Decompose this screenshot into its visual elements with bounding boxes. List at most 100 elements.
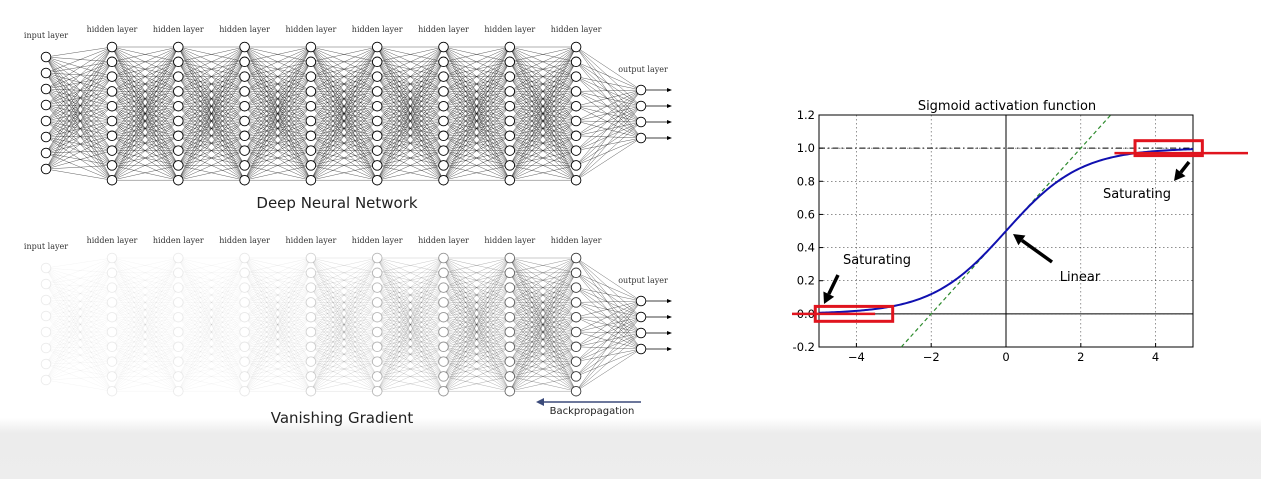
deep-neural-network-diagram: input layer hidden layer hidden layer hidde… — [24, 25, 672, 186]
network-node — [173, 252, 184, 264]
network-node — [173, 115, 184, 127]
network-node — [106, 174, 118, 186]
network-node — [504, 297, 516, 308]
y-tick-label: 0.6 — [797, 207, 815, 221]
x-tick-label: 0 — [1002, 350, 1009, 364]
network-edges — [45, 46, 672, 181]
x-tick-label: −2 — [923, 350, 940, 364]
network-node — [438, 130, 449, 142]
network-node — [305, 282, 317, 293]
network-node — [173, 297, 184, 308]
input-layer-label: input layer — [24, 31, 68, 40]
network-node — [371, 130, 383, 142]
network-node — [504, 311, 516, 323]
network-node — [40, 278, 52, 290]
network-node — [40, 99, 52, 111]
network-node — [438, 100, 449, 112]
network-node — [504, 326, 516, 338]
hidden-layer-label: hidden layer — [153, 25, 204, 34]
network-node — [504, 56, 516, 68]
network-node — [239, 86, 250, 97]
output-layer-label: output layer — [618, 276, 668, 285]
network-node — [106, 356, 118, 367]
network-node — [438, 311, 449, 323]
hidden-layer-label: hidden layer — [551, 25, 602, 34]
network-node — [173, 100, 184, 112]
network-node — [570, 174, 582, 186]
network-node — [239, 267, 250, 279]
network-node — [504, 356, 516, 367]
network-node — [371, 311, 383, 323]
network-node — [173, 326, 184, 338]
network-nodes — [40, 41, 647, 186]
network-node — [635, 343, 647, 355]
arrow-icon — [823, 274, 840, 304]
x-tick-label: 2 — [1077, 350, 1084, 364]
network-node — [106, 311, 118, 323]
y-tick-label: 1.2 — [797, 108, 815, 122]
network-node — [106, 71, 118, 82]
network-node — [106, 252, 118, 264]
network-node — [239, 341, 250, 353]
network-node — [371, 341, 383, 353]
network-node — [305, 326, 317, 338]
y-tick-label: -0.2 — [793, 340, 815, 354]
network-node — [635, 116, 647, 128]
network-node — [504, 130, 516, 142]
x-tick-label: −4 — [848, 350, 865, 364]
network-node — [635, 84, 647, 96]
network-node — [106, 41, 118, 53]
hidden-layer-label: hidden layer — [153, 236, 204, 245]
network-node — [570, 86, 582, 97]
saturation-box-top — [1133, 139, 1204, 158]
network-node — [106, 86, 118, 97]
network-node — [438, 371, 449, 382]
network-node — [371, 385, 383, 397]
hidden-layer-label: hidden layer — [219, 25, 270, 34]
network-node — [173, 267, 184, 279]
network-node — [570, 115, 582, 127]
arrow-icon — [1174, 160, 1191, 181]
network-node — [504, 341, 516, 353]
hidden-layer-label: hidden layer — [87, 25, 138, 34]
network-node — [305, 41, 317, 53]
network-node — [438, 282, 449, 293]
network-node — [173, 311, 184, 323]
network-node — [570, 56, 582, 68]
network-node — [106, 145, 118, 156]
network-node — [173, 86, 184, 97]
output-layer-label: output layer — [618, 65, 668, 74]
network-node — [239, 252, 250, 264]
network-node — [106, 282, 118, 293]
network-node — [438, 341, 449, 353]
network-node — [173, 174, 184, 186]
hidden-layer-label: hidden layer — [484, 236, 535, 245]
network-node — [106, 130, 118, 142]
network-node — [438, 71, 449, 82]
backpropagation-arrow — [536, 398, 641, 406]
chart-title: Sigmoid activation function — [918, 99, 1096, 114]
network-node — [504, 282, 516, 293]
network-node — [305, 130, 317, 142]
network-node — [239, 326, 250, 338]
network-node — [305, 297, 317, 308]
network-node — [305, 252, 317, 264]
network-node — [570, 341, 582, 353]
network-node — [371, 115, 383, 127]
network-node — [438, 41, 449, 53]
network-node — [40, 51, 52, 63]
network-node — [438, 385, 449, 397]
network-node — [173, 160, 184, 171]
network-node — [438, 145, 449, 156]
network-node — [173, 371, 184, 382]
network-node — [570, 71, 582, 82]
network-node — [173, 56, 184, 68]
network-node — [371, 100, 383, 112]
network-node — [438, 174, 449, 186]
chart-ticks: −4 −2 0 2 4-0.20.00.20.40.60.81.01.2 — [793, 108, 1160, 364]
network-node — [305, 267, 317, 279]
network-node — [504, 385, 516, 397]
network-node — [239, 385, 250, 397]
